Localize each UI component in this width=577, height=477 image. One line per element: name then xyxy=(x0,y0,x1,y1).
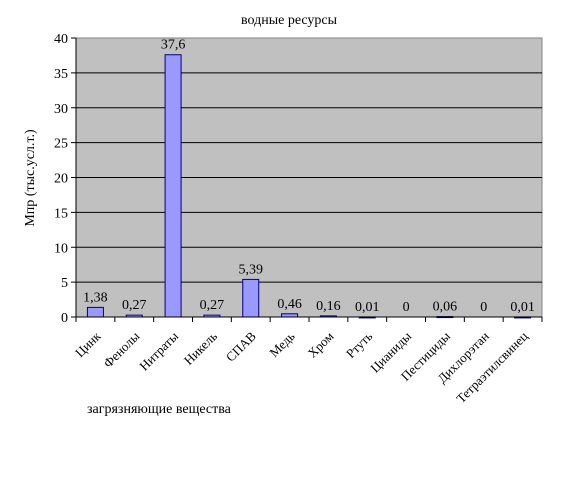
y-tick-label: 20 xyxy=(54,172,68,187)
y-tick-label: 5 xyxy=(61,276,68,291)
gridlines xyxy=(76,72,542,283)
category-label: Хром xyxy=(304,329,336,361)
category-label: Никель xyxy=(181,328,220,367)
bar xyxy=(86,306,104,318)
data-label: 0,16 xyxy=(316,299,341,314)
category-label: Цинк xyxy=(72,328,104,360)
data-label: 5,39 xyxy=(239,262,264,277)
data-label: 0,46 xyxy=(277,297,302,312)
data-label: 1,38 xyxy=(83,290,108,305)
y-tick-label: 0 xyxy=(61,311,68,326)
category-label: СПАВ xyxy=(223,328,259,364)
y-axis-label: Мпр (тыс.усл.т.) xyxy=(23,129,38,227)
y-tick-label: 40 xyxy=(54,32,68,47)
data-label: 0,06 xyxy=(433,300,458,315)
x-tick-marks xyxy=(75,317,543,322)
x-axis-label: загрязняющие вещества xyxy=(87,402,232,417)
bar xyxy=(164,54,182,318)
data-label: 0,27 xyxy=(122,298,147,313)
bars xyxy=(86,54,532,319)
category-label: Нитраты xyxy=(136,328,181,373)
category-label: Медь xyxy=(266,328,298,360)
y-tick-label: 30 xyxy=(54,102,68,117)
bar xyxy=(242,278,260,318)
y-tick-label: 25 xyxy=(54,137,68,152)
data-labels: 1,38 0,27 37,6 0,27 5,39 0,46 0,16 0,01 0 0,06 0 0,… xyxy=(83,38,535,315)
data-label: 0 xyxy=(403,300,410,315)
y-tick-label: 10 xyxy=(54,241,68,256)
category-label: Ртуть xyxy=(343,328,375,360)
y-tick-labels: 0 5 10 15 20 25 30 35 40 xyxy=(54,32,76,326)
category-label: Фенолы xyxy=(100,328,142,370)
y-tick-label: 15 xyxy=(54,206,68,221)
chart-title: водные ресурсы xyxy=(241,13,338,28)
y-tick-label: 35 xyxy=(54,67,68,82)
data-label: 0,01 xyxy=(510,300,535,315)
data-label: 0 xyxy=(480,300,487,315)
data-label: 0,01 xyxy=(355,300,380,315)
data-label: 0,27 xyxy=(200,298,225,313)
data-label: 37,6 xyxy=(161,38,186,53)
category-label: Тетраэтилсвинец xyxy=(453,328,531,406)
